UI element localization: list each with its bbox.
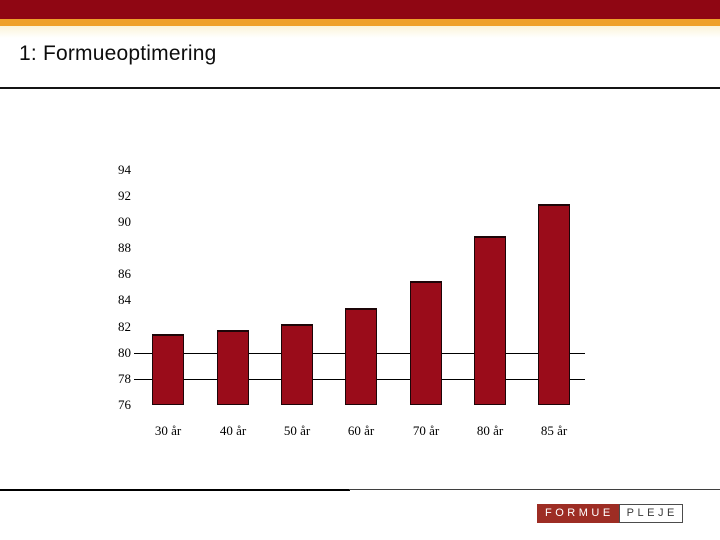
y-axis-tick-label: 88 [118,240,131,255]
top-red-bar [0,0,720,19]
logo-pleje-text: PLEJE [618,504,683,523]
x-axis-label: 80 år [476,423,504,438]
x-axis-label: 50 år [283,423,311,438]
page-title: 1: Formueoptimering [19,42,217,65]
y-axis-tick-label: 76 [118,397,131,412]
y-axis-tick-label: 94 [118,162,131,177]
y-axis-tick-label: 78 [118,371,131,386]
y-axis-tick-label: 80 [118,345,131,360]
y-axis-tick-label: 84 [118,292,131,307]
y-axis-tick-label: 86 [118,266,131,281]
footer-line-right [349,489,720,490]
x-axis-label: 30 år [154,423,182,438]
footer-line-left [0,489,350,491]
title-underline [0,87,720,89]
x-axis-label: 40 år [219,423,247,438]
x-axis-label: 60 år [347,423,375,438]
accent-stripe [0,19,720,26]
x-axis-label: 85 år [540,423,568,438]
bar-50 år [281,324,313,405]
bar-30 år [152,334,184,405]
bar-85 år [538,204,570,405]
formuepleje-logo: FORMUE PLEJE [537,504,683,523]
bar-80 år [474,236,506,405]
y-axis-tick-label: 90 [118,214,131,229]
logo-formue-text: FORMUE [537,504,619,523]
x-axis-label: 70 år [412,423,440,438]
bar-70 år [410,281,442,405]
y-axis-tick-label: 92 [118,188,131,203]
bar-60 år [345,308,377,405]
bar-40 år [217,330,249,405]
y-axis-tick-label: 82 [118,319,131,334]
header-fade [0,26,720,38]
